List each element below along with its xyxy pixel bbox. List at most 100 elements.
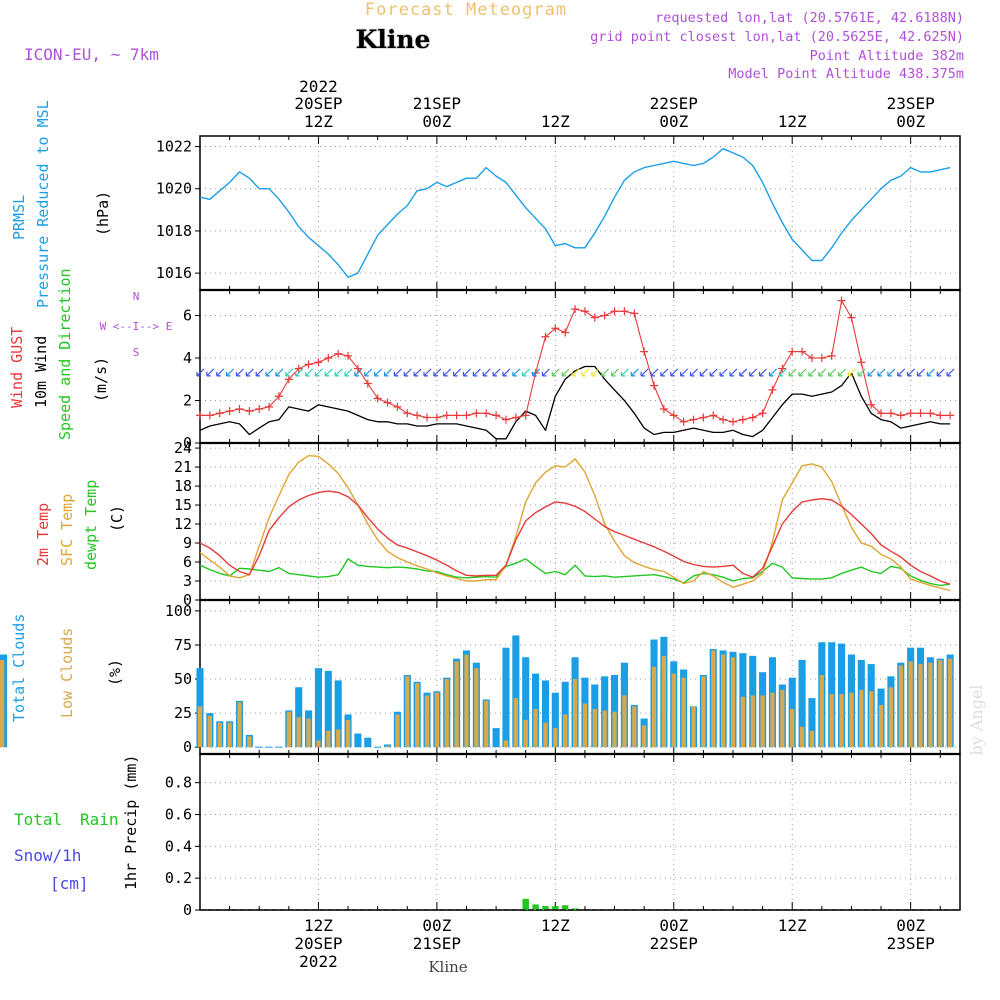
rain-bar [542, 906, 549, 910]
gust-marker [423, 413, 432, 422]
wind-direction-arrow [403, 368, 412, 377]
wind-direction-arrow [620, 368, 629, 377]
y-tick-label: 0 [183, 434, 192, 452]
gust-marker [728, 417, 737, 426]
wind-direction-arrow [729, 368, 738, 377]
bottom-axis-date: 20SEP [294, 934, 342, 953]
top-axis-time: 00Z [659, 112, 688, 131]
low-cloud-bar [316, 740, 321, 748]
wind-direction-arrow [571, 368, 580, 377]
pressure-label-desc: Pressure Reduced to MSL [34, 100, 52, 308]
wind-direction-arrow [877, 368, 886, 377]
gust-marker [225, 407, 234, 416]
gust-marker [561, 328, 570, 337]
gust-marker [748, 413, 757, 422]
total-cloud-bar [541, 680, 550, 748]
bottom-axis-time: 00Z [422, 916, 451, 935]
bottom-axis-time: 12Z [778, 916, 807, 935]
gust-label: Wind GUST [8, 327, 26, 408]
wind-direction-arrow [709, 368, 718, 377]
gust-marker [669, 411, 678, 420]
gust-marker [738, 415, 747, 424]
low-cloud-bar [799, 726, 805, 748]
wind-direction-arrow [265, 368, 274, 377]
low-cloud-bar [888, 687, 894, 748]
low-cloud-bar [770, 692, 775, 748]
y-tick-label: 1020 [156, 180, 192, 198]
y-tick-label: 4 [183, 349, 192, 367]
y-tick-label: 9 [183, 534, 192, 552]
wind-direction-arrow [423, 368, 432, 377]
rain-bar [571, 908, 579, 910]
low-cloud-bar [247, 736, 252, 748]
wind-direction-arrow [492, 368, 501, 377]
top-axis-date: 22SEP [650, 94, 698, 113]
low-cloud-bar [671, 673, 676, 748]
wind-direction-arrow [541, 368, 550, 377]
temp2m-label: 2m Temp [34, 503, 52, 566]
wind-direction-arrow [719, 368, 728, 377]
gust-marker [235, 405, 244, 413]
wind-direction-arrow [304, 368, 313, 377]
low-cloud-bar [869, 691, 874, 748]
low-cloud-bar [444, 679, 449, 748]
low-cloud-bar [237, 702, 242, 748]
wind-direction-arrow [749, 368, 758, 377]
low-cloud-bar [513, 698, 518, 748]
low-cloud-bar [612, 711, 617, 748]
low-cloud-bar [405, 676, 410, 748]
wind-direction-arrow [739, 368, 748, 377]
wind-direction-arrow [581, 368, 590, 377]
low-cloud-bar [0, 659, 5, 748]
low-cloud-bar [385, 745, 390, 748]
low-cloud-bar [484, 700, 489, 748]
panel-frame [199, 753, 961, 911]
wind-direction-arrow [699, 368, 708, 377]
wind-direction-arrow [610, 368, 619, 377]
wind-direction-arrow [453, 368, 462, 377]
low-cloud-bar [434, 692, 440, 748]
y-tick-label: 0.8 [165, 774, 192, 792]
gust-marker [798, 347, 807, 356]
gust-marker [719, 415, 728, 424]
wind-direction-arrow [650, 368, 659, 377]
total-cloud-bar [334, 680, 342, 748]
compass-north: N [133, 290, 140, 303]
low-cloud-bar [859, 689, 864, 748]
wind-direction-arrow [314, 368, 323, 377]
gust-marker [807, 354, 816, 362]
low-cloud-bar [839, 694, 844, 748]
y-tick-label: 25 [174, 704, 192, 722]
wind-direction-arrow [472, 368, 481, 377]
low-cloud-bar [326, 730, 331, 748]
wind-direction-arrow [837, 368, 846, 377]
low-cloud-bar [878, 704, 884, 748]
wind-units: (m/s) [92, 357, 110, 402]
y-tick-label: 6 [183, 553, 192, 571]
gust-marker [659, 405, 668, 413]
y-tick-label: 0.2 [165, 869, 192, 887]
gust-marker [215, 409, 224, 418]
rain-bar [532, 904, 539, 910]
wind-direction-arrow [630, 368, 639, 377]
low-cloud-bar [701, 676, 706, 748]
wind-direction-arrow [591, 368, 600, 377]
gust-marker [294, 364, 303, 373]
gust-marker [857, 358, 866, 367]
y-tick-label: 1018 [156, 222, 192, 240]
low-cloud-bar [582, 703, 588, 748]
wind-direction-arrow [295, 368, 304, 377]
y-tick-label: 24 [174, 439, 192, 457]
wind-direction-arrow [413, 368, 422, 377]
low-cloud-bar [503, 740, 509, 748]
gust-marker [403, 409, 412, 418]
wind-direction-arrow [828, 368, 837, 377]
y-tick-label: 2 [183, 392, 192, 410]
wind-direction-arrow [857, 368, 866, 377]
low-cloud-bar [533, 709, 538, 748]
gust-marker [511, 413, 520, 422]
total-cloud-bar [354, 733, 362, 748]
total-clouds-label: Total Clouds [10, 614, 28, 722]
low-cloud-bar [681, 677, 686, 748]
gust-marker [758, 409, 767, 418]
